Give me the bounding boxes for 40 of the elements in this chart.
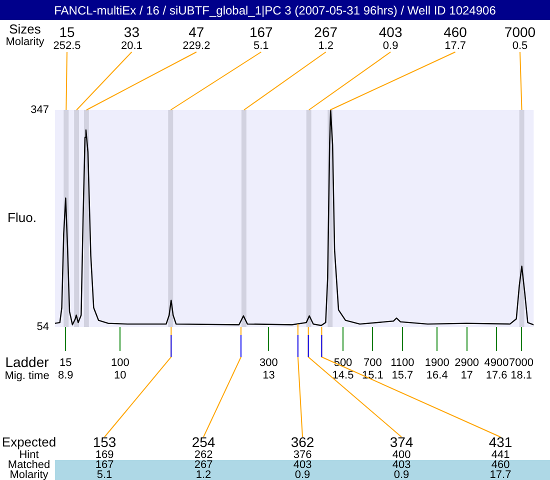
annotation: 167 5.1 [249, 24, 274, 52]
annotation: 267 1.2 [314, 24, 338, 52]
x-axis-title: Ladder Mig. time [4, 354, 50, 382]
text: 100 [110, 357, 130, 370]
text: 7000 [509, 357, 534, 370]
x-tick-label: 14.5 [332, 370, 354, 382]
annotation: 362 376 403 0.9 [290, 434, 314, 480]
x-tick-label: 8.9 [58, 370, 74, 382]
x-tick-label: 13 [262, 370, 275, 382]
text: Expected Hint Matched Molarity [2, 434, 56, 480]
y-axis-title: Fluo. [8, 210, 36, 226]
text: 4900 [484, 357, 509, 370]
x-tick-label: 17.6 [486, 370, 508, 382]
x-tick-label: 18.1 [510, 370, 532, 382]
text: 500 [334, 357, 352, 370]
annotation: 374 400 403 0.9 [390, 434, 414, 480]
chart-title: FANCL-multiEx / 16 / siUBTF_global_1|PC 3 (2007-05-31 96hrs) / Well ID 1024906 [54, 3, 496, 18]
text: Sizes Molarity [6, 22, 45, 48]
x-tick-label: 17 [460, 370, 473, 382]
text: 300 [260, 357, 278, 370]
annotation: 153 169 167 5.1 [92, 434, 116, 480]
annotation: 33 20.1 [121, 24, 142, 52]
x-tick-label: 15.7 [392, 370, 414, 382]
text: 2900 [454, 357, 480, 370]
y-tick-label: 54 [36, 321, 49, 334]
annotation: 403 0.9 [378, 24, 402, 52]
annotation: 460 17.7 [444, 24, 468, 52]
annotation: 431 441 460 17.7 [488, 434, 512, 480]
text: 15 [60, 357, 72, 370]
x-tick-label: 10 [114, 370, 126, 382]
text: 700 [364, 357, 382, 370]
annotation: 7000 0.5 [504, 24, 536, 52]
annotation: 47 229.2 [182, 24, 210, 52]
x-tick-label: 16.4 [426, 370, 448, 382]
annotation: 254 262 267 1.2 [192, 434, 216, 480]
x-tick-label: 15.1 [362, 370, 384, 382]
text: 1900 [424, 357, 450, 370]
y-tick-label: 347 [30, 104, 49, 116]
annotation: 15 252.5 [53, 24, 81, 52]
text: 1100 [390, 357, 414, 370]
